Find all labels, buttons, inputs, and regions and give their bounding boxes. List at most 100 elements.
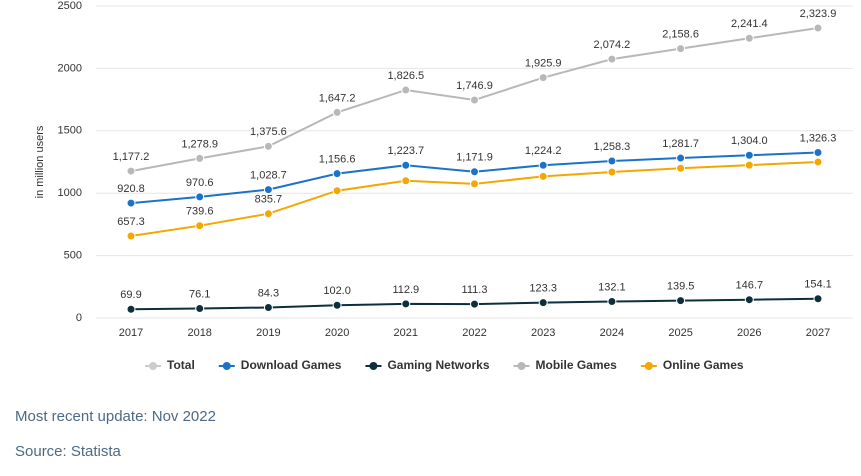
data-point	[676, 153, 686, 163]
data-label: 1,258.3	[594, 141, 631, 153]
data-point	[470, 299, 479, 309]
data-label: 2,074.2	[594, 39, 631, 51]
data-point	[401, 85, 411, 95]
data-label: 154.1	[804, 279, 832, 291]
legend-label[interactable]: Total	[167, 358, 195, 372]
data-label: 112.9	[392, 284, 419, 296]
data-point	[676, 296, 686, 306]
x-tick-label: 2018	[187, 327, 211, 339]
data-label: 1,746.9	[456, 80, 493, 92]
data-point	[195, 153, 205, 163]
legend-label[interactable]: Download Games	[241, 358, 342, 372]
data-label: 76.1	[189, 288, 210, 300]
data-point	[607, 54, 617, 64]
data-label: 970.6	[186, 177, 214, 189]
y-tick-label: 500	[64, 250, 82, 262]
x-tick-label: 2017	[119, 327, 143, 339]
data-label: 146.7	[736, 280, 764, 292]
data-point	[126, 166, 136, 176]
data-label: 139.5	[667, 280, 695, 292]
data-label: 1,223.7	[387, 145, 424, 157]
legend-label[interactable]: Gaming Networks	[387, 358, 489, 372]
data-point	[470, 95, 479, 105]
chart: in million users 0 500 1000 1500 2000 2500 201…	[34, 0, 853, 372]
x-tick-label: 2019	[256, 327, 280, 339]
x-tick-label: 2022	[462, 327, 486, 339]
data-label: 739.6	[186, 206, 214, 218]
update-note: Most recent update: Nov 2022	[15, 408, 216, 425]
x-tick-label: 2023	[531, 327, 555, 339]
data-point	[813, 23, 823, 33]
data-point	[195, 192, 205, 202]
data-point	[401, 176, 411, 186]
data-label: 1,278.9	[181, 138, 218, 150]
data-point	[744, 150, 754, 160]
y-tick-label: 0	[76, 312, 82, 324]
legend-marker	[149, 362, 157, 370]
data-point	[332, 107, 342, 117]
y-tick-label: 2500	[58, 0, 82, 12]
data-label: 657.3	[117, 216, 145, 228]
data-label: 2,158.6	[662, 29, 699, 41]
data-label: 835.7	[255, 194, 283, 206]
data-label: 1,171.9	[456, 152, 493, 164]
data-point	[263, 185, 273, 195]
x-tick-label: 2021	[394, 327, 418, 339]
y-tick-label: 1500	[58, 125, 82, 137]
data-point	[470, 179, 479, 189]
data-point	[607, 167, 617, 177]
data-point	[332, 186, 342, 196]
data-point	[263, 141, 273, 151]
x-tick-label: 2025	[668, 327, 692, 339]
legend-marker	[222, 362, 231, 370]
data-point	[607, 297, 617, 307]
x-tick-label: 2026	[737, 327, 761, 339]
data-point	[126, 231, 136, 241]
data-label: 1,156.6	[319, 154, 356, 166]
x-tick-label: 2024	[600, 327, 624, 339]
data-point	[538, 160, 548, 170]
data-point	[126, 198, 136, 208]
data-point	[538, 73, 548, 83]
x-tick-label: 2027	[806, 327, 830, 339]
legend-marker	[369, 362, 378, 370]
data-point	[332, 300, 342, 310]
legend-label[interactable]: Mobile Games	[536, 358, 618, 372]
data-point	[607, 156, 617, 166]
data-label: 920.8	[117, 183, 145, 195]
data-label: 1,647.2	[319, 92, 356, 104]
data-point	[401, 160, 411, 170]
data-label: 2,323.9	[800, 8, 837, 20]
data-label: 1,304.0	[731, 135, 768, 147]
data-point	[470, 167, 479, 177]
data-label: 84.3	[258, 287, 279, 299]
data-label: 132.1	[598, 281, 626, 293]
legend-marker	[644, 362, 653, 370]
data-label: 102.0	[323, 285, 351, 297]
data-label: 1,375.6	[250, 126, 287, 138]
data-label: 2,241.4	[731, 18, 768, 30]
data-point	[744, 295, 754, 305]
data-label: 1,224.2	[525, 145, 562, 157]
data-point	[813, 147, 823, 157]
data-label: 1,028.7	[250, 170, 287, 182]
data-label: 1,925.9	[525, 58, 562, 70]
data-point	[538, 298, 548, 308]
legend-label[interactable]: Online Games	[663, 358, 744, 372]
data-point	[813, 157, 823, 167]
data-label: 1,281.7	[662, 138, 699, 150]
y-tick-label: 1000	[58, 187, 82, 199]
data-point	[126, 304, 136, 314]
y-axis-label: in million users	[34, 125, 46, 198]
data-label: 123.3	[529, 283, 557, 295]
legend-marker	[517, 362, 526, 370]
source-note: Source: Statista	[15, 443, 121, 460]
data-point	[676, 163, 686, 173]
data-point	[332, 169, 342, 179]
x-tick-label: 2020	[325, 327, 349, 339]
data-point	[263, 302, 273, 312]
data-point	[538, 171, 548, 181]
data-point	[263, 209, 273, 219]
data-point	[676, 44, 686, 54]
